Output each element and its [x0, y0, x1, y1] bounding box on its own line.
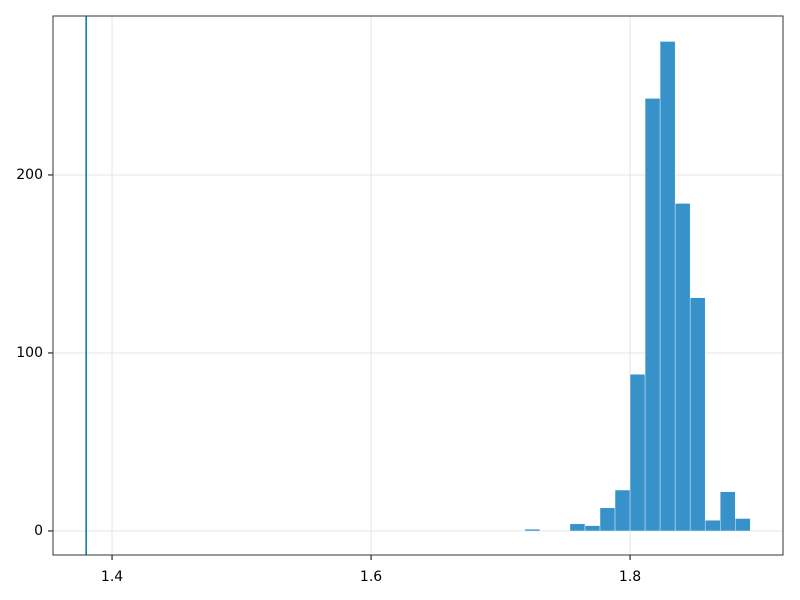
bar — [569, 523, 586, 532]
bar — [644, 98, 661, 532]
y-tick-label: 0 — [34, 523, 43, 539]
bar — [719, 491, 736, 532]
bar — [524, 528, 541, 532]
x-tick-label: 1.6 — [360, 569, 382, 585]
bar — [614, 489, 631, 532]
bar — [659, 41, 676, 532]
bar — [599, 507, 616, 532]
bar — [674, 203, 691, 532]
bar — [689, 297, 706, 532]
bar — [735, 518, 751, 532]
y-tick-label: 200 — [16, 167, 43, 183]
bar — [584, 525, 601, 532]
y-tick-label: 100 — [16, 345, 43, 361]
bar — [629, 374, 646, 532]
x-tick-label: 1.8 — [619, 569, 641, 585]
plot-frame — [52, 15, 784, 556]
x-tick-label: 1.4 — [101, 569, 123, 585]
bar — [704, 520, 721, 532]
